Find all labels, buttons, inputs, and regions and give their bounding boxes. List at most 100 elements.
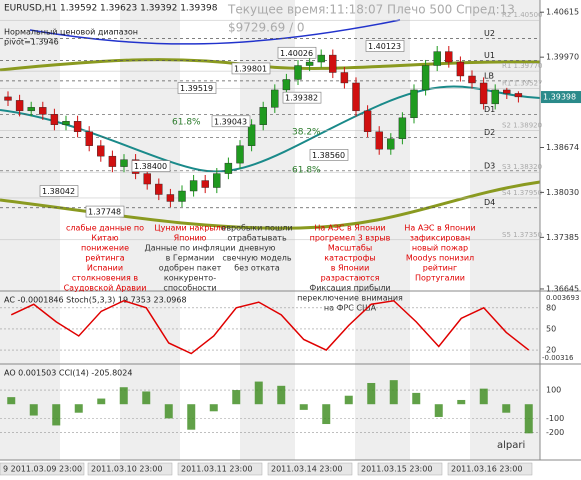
cci-bar: [187, 404, 196, 430]
annotation: слабые данные по: [66, 224, 144, 233]
y-tick-label: 1.38674: [546, 143, 579, 152]
date-box: [177, 462, 263, 476]
pivot-label: S5 1.37350: [502, 231, 542, 239]
candle-body: [375, 131, 383, 150]
annotation: евробыки пошли: [221, 224, 292, 233]
annotation: рейтинг: [423, 264, 458, 273]
pivot-label: R1 1.39770: [502, 62, 543, 70]
candle-body: [317, 54, 325, 63]
cci-bar: [209, 404, 218, 412]
pivot-label: R1 1.39527: [502, 80, 543, 88]
stoch-line: [10, 299, 530, 355]
price-tag-box: [231, 62, 271, 75]
candle-body: [120, 159, 128, 167]
candle-body: [363, 110, 372, 132]
y-tick-label: 20: [546, 346, 556, 355]
cci-bar: [524, 404, 533, 434]
price-tag: 1.37748: [88, 208, 121, 217]
price-tag-box: [282, 91, 322, 104]
candle-body: [15, 100, 24, 112]
current-price: 1.39398: [543, 93, 576, 102]
annotation: на ФРС США: [324, 304, 377, 313]
y-tick-label: 1.36645: [546, 284, 579, 293]
date-box: [447, 462, 533, 476]
date-label: 2011.03.14 23:00: [271, 465, 342, 474]
y-tick-label: 80: [546, 303, 556, 312]
cci-bar: [389, 380, 398, 405]
cci-bar: [299, 404, 308, 410]
annotation: новый пожар: [412, 244, 468, 253]
cci-bar: [164, 404, 173, 419]
candle-body: [468, 75, 476, 84]
candle-body: [305, 61, 314, 66]
annotation: способности: [163, 284, 216, 293]
cci-bar: [367, 382, 376, 405]
date-label: 9 2011.03.09 23:00: [3, 465, 82, 474]
candle-body: [503, 89, 511, 94]
annotation: Фиксация прибыли: [309, 284, 390, 293]
date-label: 2011.03.16 23:00: [451, 465, 522, 474]
symbol: EURUSD,H1 1.39592 1.39623 1.39392 1.3939…: [4, 4, 218, 14]
cci-bar: [412, 392, 421, 405]
annotation: в Германии: [166, 254, 215, 263]
level-label: LB: [484, 71, 494, 80]
cci-bar: [232, 390, 241, 405]
candle-body: [62, 121, 70, 125]
pivot-label: S4 1.37950: [502, 189, 542, 197]
y-tick-label: 100: [546, 386, 561, 395]
candle-body: [108, 155, 117, 167]
candle-body: [73, 121, 82, 132]
candle-body: [166, 194, 175, 202]
cci-bar: [277, 385, 286, 405]
price-tag-box: [309, 149, 349, 161]
price-tag-box: [211, 115, 251, 128]
annotation: Японию: [174, 234, 207, 243]
annotation: Цунами накрыло: [154, 224, 225, 233]
price-tag-box: [365, 40, 405, 52]
panel-title: AC -0.0001846 Stoch(5,3,3) 19.7353 23.09…: [4, 296, 187, 305]
current-price-box: [541, 91, 581, 104]
candle-body: [155, 183, 163, 195]
candle-body: [294, 65, 302, 80]
annotation: отрабатывать: [227, 234, 287, 243]
candle-body: [50, 114, 59, 125]
level-label: D3: [484, 161, 495, 170]
candle-body: [213, 173, 221, 188]
candle-body: [398, 117, 407, 139]
candle-body: [271, 89, 279, 108]
candle-body: [445, 51, 453, 63]
annotation: Саудовской Аравии: [64, 284, 147, 293]
level-label: U2: [484, 29, 495, 38]
price-tag-box: [277, 46, 317, 59]
y-tick-label: -200: [546, 428, 564, 437]
candle-body: [340, 72, 349, 84]
annotation: Данные по инфляции: [144, 244, 235, 253]
range-title: Нормальный ценовой диапазон: [4, 28, 138, 37]
annotation: зафиксирован: [410, 234, 470, 243]
cci-bar: [322, 404, 331, 425]
price-tag: 1.39043: [214, 117, 247, 126]
candle-body: [259, 107, 267, 125]
cci-bar: [97, 398, 106, 405]
price-tag: 1.39519: [180, 84, 213, 93]
annotation: На АЭС в Японии: [404, 224, 475, 233]
logo: alpari: [497, 440, 525, 451]
annotation: понижение: [81, 244, 129, 253]
price-tag: 1.38560: [312, 151, 345, 160]
annotation: Португалии: [415, 274, 465, 283]
date-box: [0, 462, 85, 476]
cci-bar: [142, 391, 151, 405]
candle-body: [189, 180, 198, 192]
price-tag: 1.38400: [134, 162, 167, 171]
annotation: дневную: [238, 244, 275, 253]
pivot-label: S2 1.38920: [502, 121, 542, 129]
annotation: катастрофы: [324, 254, 375, 263]
annotation: рейтинга: [85, 254, 124, 263]
cci-bar: [344, 395, 353, 405]
candle-body: [27, 107, 35, 112]
cci-bar: [254, 381, 263, 405]
price-tag: 1.38042: [42, 187, 75, 196]
annotation: прогремел 3 взрыв: [310, 234, 391, 243]
annotation: разрастаются: [321, 274, 380, 283]
